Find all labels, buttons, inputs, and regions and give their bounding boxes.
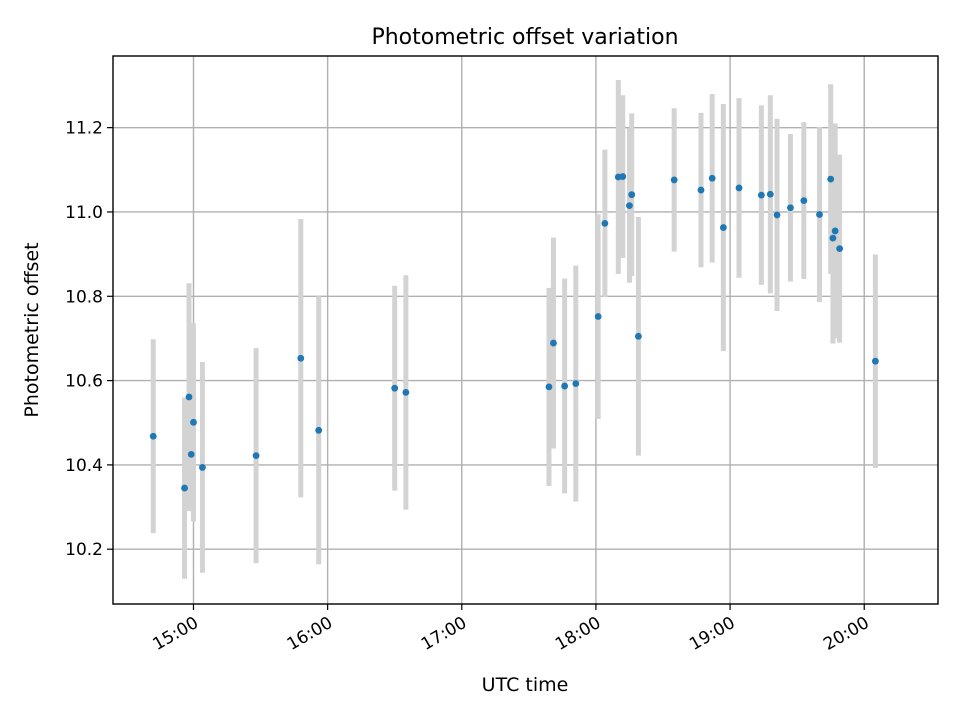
data-point [601, 219, 609, 227]
data-point [149, 432, 157, 440]
data-point [550, 339, 557, 347]
x-tick-label: 15:00 [150, 613, 202, 655]
grid [113, 56, 938, 604]
data-point [635, 332, 642, 340]
plot-frame [112, 55, 939, 605]
x-tick-label: 17:00 [418, 613, 470, 655]
data-points [149, 173, 879, 492]
y-tick-label: 10.2 [65, 540, 103, 560]
data-point [670, 176, 678, 184]
data-point [190, 418, 197, 426]
data-point [831, 227, 839, 235]
y-tick-label: 10.8 [65, 287, 103, 307]
data-point [545, 383, 553, 391]
data-point [402, 388, 410, 396]
chart-title: Photometric offset variation [371, 25, 678, 50]
data-point [816, 211, 823, 218]
data-point [735, 184, 743, 192]
data-point [391, 384, 399, 392]
x-tick-label: 19:00 [686, 613, 738, 655]
data-point [829, 234, 837, 242]
y-tick-label: 10.6 [65, 372, 103, 392]
data-point [836, 245, 844, 253]
y-tick-label: 11.2 [65, 119, 103, 139]
data-point [572, 380, 580, 387]
data-point [594, 313, 602, 320]
data-point [757, 191, 765, 199]
y-axis-label: Photometric offset [21, 242, 43, 417]
data-point [626, 202, 633, 210]
y-tick-label: 10.4 [65, 456, 103, 476]
data-point [185, 393, 193, 401]
data-point [827, 175, 835, 183]
error-bars [150, 80, 878, 579]
data-point [719, 224, 727, 231]
x-tick-label: 20:00 [820, 613, 872, 655]
data-point [181, 484, 188, 492]
data-point [252, 452, 260, 460]
y-tick-label: 11.0 [65, 203, 103, 223]
data-point [628, 191, 636, 199]
x-tick-label: 18:00 [552, 613, 604, 655]
data-point [315, 426, 323, 434]
data-point [561, 382, 569, 390]
data-point [199, 464, 206, 471]
data-point [766, 190, 774, 198]
data-point [787, 204, 794, 212]
data-point [871, 357, 879, 365]
data-point [800, 197, 808, 204]
x-tick-label: 16:00 [284, 613, 336, 655]
data-point [187, 450, 195, 458]
x-axis-label: UTC time [482, 674, 569, 696]
data-point [697, 186, 705, 194]
data-point [297, 354, 305, 362]
data-point [773, 211, 781, 219]
data-point [708, 174, 716, 182]
data-point [619, 173, 627, 180]
